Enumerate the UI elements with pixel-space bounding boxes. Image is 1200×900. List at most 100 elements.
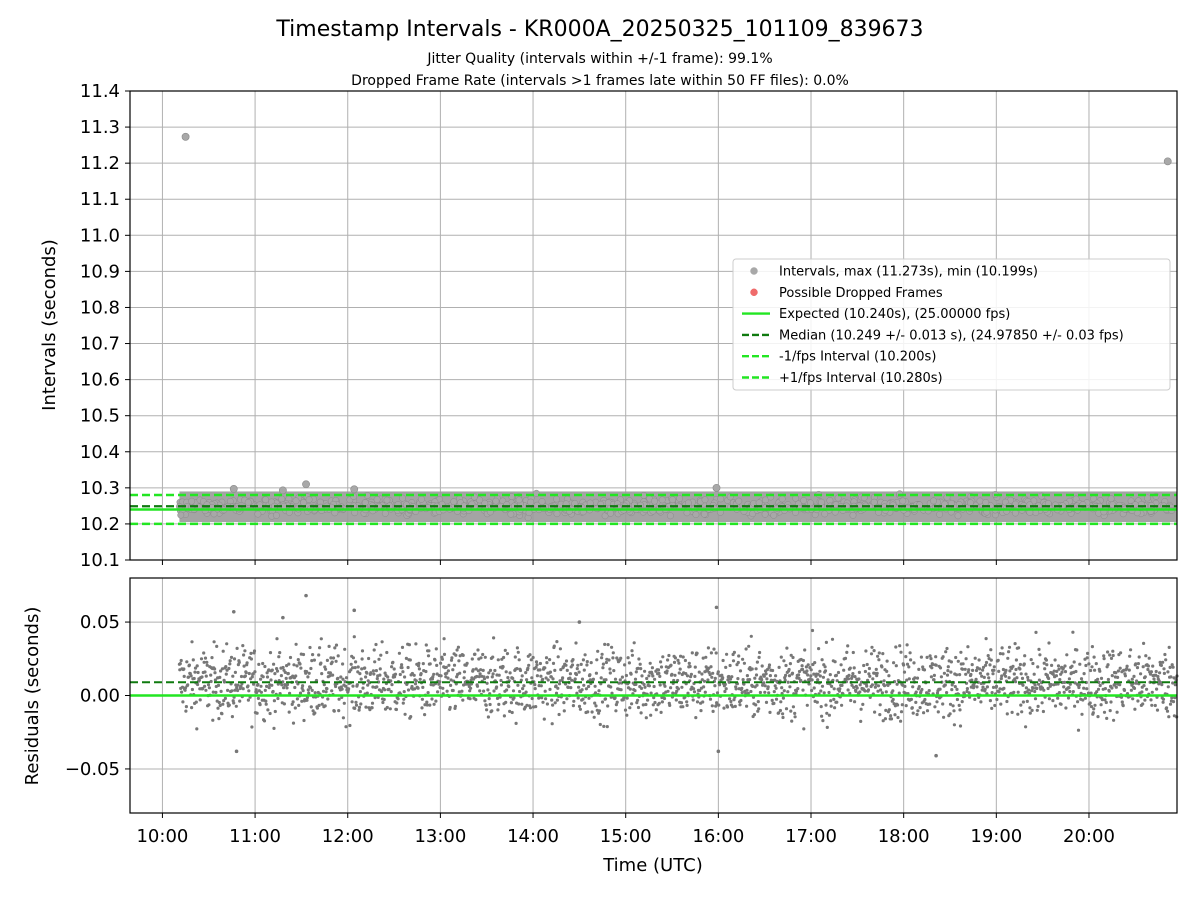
residual-point [853,675,857,679]
residual-point [370,706,374,710]
residual-point [582,668,586,672]
residual-point [450,656,454,660]
residual-point [666,689,670,693]
residual-point [731,705,735,709]
residual-point [499,683,503,687]
residual-point [749,634,753,638]
residual-point [1047,641,1051,645]
residual-point [643,685,647,689]
residual-point [456,645,460,649]
residual-point [903,684,907,689]
residual-point [541,677,545,682]
residual-point [182,674,186,679]
residual-point [728,677,733,681]
residual-point [952,709,956,713]
residual-point [545,702,550,706]
residual-point [1132,674,1136,679]
residual-point [797,669,802,674]
residual-point [184,705,188,709]
residual-point [732,698,736,702]
residual-point [887,674,891,678]
residual-point [232,701,236,705]
residual-point [754,667,758,671]
residual-point [200,675,204,679]
residual-point [909,658,913,662]
residual-point [1168,665,1172,670]
residual-point [521,687,525,691]
residual-point [554,691,559,695]
residual-point [1037,647,1041,652]
residual-point [561,665,566,669]
residual-point [783,678,787,682]
residual-point [323,704,327,708]
residual-point [570,678,574,682]
residual-point [478,689,482,693]
residual-point [1113,682,1117,686]
residual-point [597,711,601,715]
residual-point [746,691,750,696]
residual-point [880,691,885,695]
residual-point [310,659,314,663]
residual-point [876,684,881,688]
residual-point [806,673,810,677]
residual-point [713,684,717,688]
residual-point [378,673,382,677]
residual-point [861,702,865,707]
residual-point [648,661,652,665]
residual-point [432,672,436,676]
residual-point [750,667,754,671]
residual-point [1100,698,1104,702]
residual-point [465,661,469,666]
residual-point [509,701,513,705]
residual-point [884,708,888,713]
residual-point [1066,696,1071,700]
residual-point [916,709,920,713]
residual-point [432,702,436,706]
residual-point [929,675,934,679]
residual-point [492,689,496,693]
residual-point [555,640,559,644]
residual-point [540,696,544,700]
residual-point [417,667,421,671]
x-tick-label: 18:00 [878,826,930,847]
residual-point [268,651,273,655]
residual-point [1161,700,1165,704]
residual-point [202,660,206,664]
residual-point [644,702,648,707]
residual-point [309,705,313,709]
residual-point [731,659,736,663]
residual-point [366,683,370,687]
residual-point [1024,686,1028,690]
residual-point [358,672,362,676]
interval-outlier-point [350,485,359,494]
residual-point [518,689,522,694]
residual-point [266,708,270,712]
residual-point [565,668,569,673]
residual-point [241,644,245,648]
residual-point [958,724,963,728]
residual-point [393,672,398,676]
residual-point [374,669,378,673]
residual-point [272,662,276,666]
residual-point [392,667,396,671]
residual-point [721,676,725,680]
residual-point [203,656,208,660]
residual-point [699,709,703,713]
residual-point [315,706,319,710]
residual-point [932,673,937,678]
residual-point [1005,699,1009,704]
residual-point [782,689,786,693]
residual-point [959,650,963,654]
residual-point [1102,654,1106,658]
residual-point [669,663,673,667]
residual-point [299,666,303,670]
top-y-tick-label: 10.9 [80,261,120,282]
residual-point [851,650,855,655]
residual-point [613,677,618,681]
residual-point [441,686,445,690]
residual-point [600,652,604,656]
residual-point [373,660,377,664]
residual-point [222,699,226,703]
residual-point [282,702,286,706]
residual-point [946,665,950,669]
